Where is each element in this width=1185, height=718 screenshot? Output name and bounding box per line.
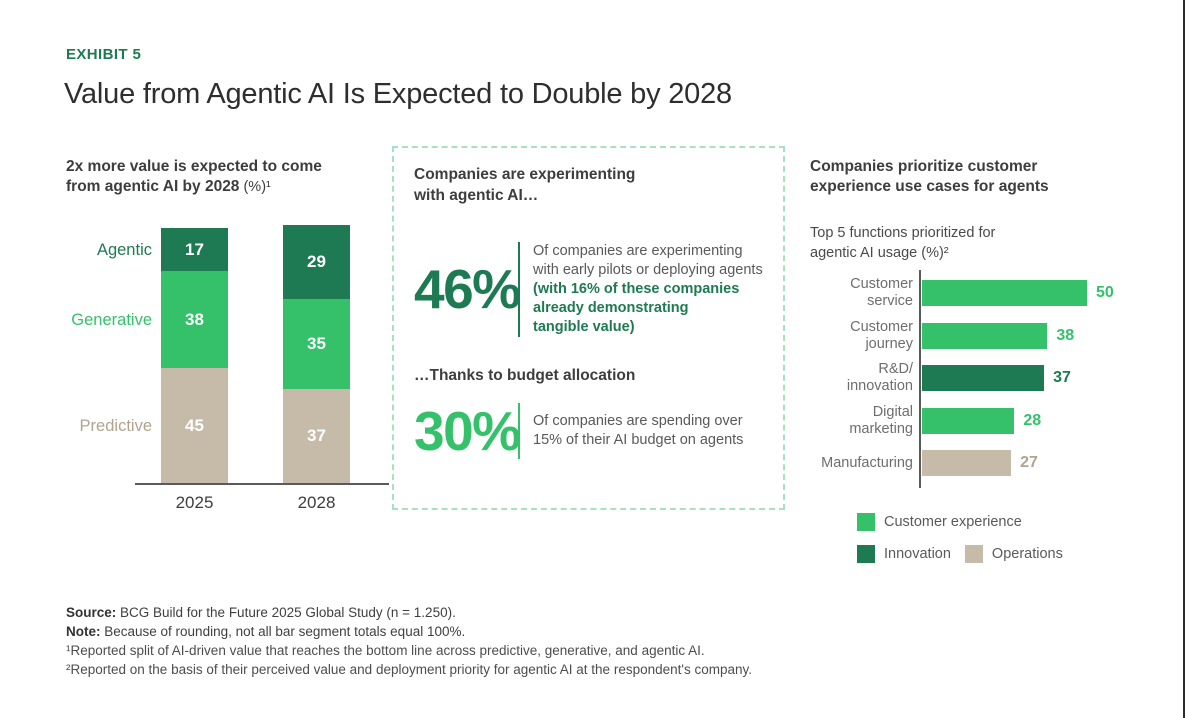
- source-label: Source:: [66, 605, 117, 620]
- legend-item-innovation: Innovation: [857, 545, 951, 563]
- bar-segment-agentic-2025: 17: [161, 228, 228, 272]
- legend-swatch-operations: [964, 545, 983, 563]
- page-title: Value from Agentic AI Is Expected to Dou…: [64, 78, 732, 110]
- source-text: BCG Build for the Future 2025 Global Stu…: [116, 605, 456, 620]
- series-label-generative: Generative: [71, 310, 152, 329]
- legend-row-2: Innovation Operations: [857, 545, 1063, 563]
- bar-value-label: 29: [307, 252, 326, 272]
- stats-title: Companies are experimenting with agentic…: [414, 166, 636, 204]
- y-axis-line: [919, 270, 921, 488]
- hbar-label-3: R&D/ innovation: [846, 361, 913, 394]
- stat-experimenting: 46% Of companies are experimenting with …: [414, 242, 775, 337]
- series-label-predictive: Predictive: [79, 416, 152, 435]
- stat-46-divider: [518, 242, 520, 337]
- stat-30-divider: [518, 403, 520, 459]
- stat-46-description: Of companies are experimenting with earl…: [533, 242, 763, 337]
- x-axis-line: [135, 483, 389, 485]
- hbar-chart-subtitle: Top 5 functions prioritized for agentic …: [810, 225, 996, 261]
- stacked-bar-chart: 17 38 45 2025 29 35 37 2028 Agentic Generative Pre…: [66, 157, 396, 517]
- page-right-border: [1183, 0, 1185, 718]
- footer-notes: Source: BCG Build for the Future 2025 Gl…: [66, 603, 1146, 679]
- bar-segment-generative-2025: 38: [161, 271, 228, 369]
- bar-segment-generative-2028: 35: [283, 299, 350, 389]
- stacked-chart-title: 2x more value is expected to come from a…: [66, 157, 396, 197]
- chart-legend: Customer experience Innovation Operation…: [857, 513, 1063, 577]
- hbar-bar-1: [922, 280, 1087, 306]
- hbar-label-5: Manufacturing: [821, 454, 913, 471]
- bar-segment-predictive-2025: 45: [161, 368, 228, 483]
- legend-item-operations: Operations: [964, 545, 1063, 563]
- stats-subtitle-budget: …Thanks to budget allocation: [414, 367, 636, 384]
- exhibit-label: EXHIBIT 5: [66, 46, 142, 63]
- note-label: Note:: [66, 624, 101, 639]
- legend-label-operations: Operations: [991, 546, 1063, 562]
- stat-46-value: 46%: [414, 258, 521, 320]
- hbar-label-2: Customer journey: [850, 318, 913, 352]
- bar-segment-agentic-2028: 29: [283, 225, 350, 300]
- hbar-bar-4: [922, 407, 1015, 434]
- hbar-value-4: 28: [1023, 411, 1042, 429]
- legend-swatch-innovation: [857, 545, 875, 563]
- footnote-2: ²Reported on the basis of their perceive…: [66, 662, 752, 677]
- bar-value-label: 37: [307, 425, 326, 445]
- stacked-bar-2028: 29 35 37: [283, 225, 350, 483]
- stat-46-description-green: (with 16% of these companies already dem…: [533, 281, 740, 335]
- stat-46-description-gray: Of companies are experimenting with earl…: [533, 243, 763, 278]
- stat-30-value: 30%: [414, 399, 521, 462]
- hbar-value-2: 38: [1056, 326, 1075, 344]
- hbar-chart-title: Companies prioritize customer experience…: [810, 158, 1049, 195]
- bar-value-label: 35: [307, 334, 326, 353]
- bar-value-label: 45: [185, 415, 204, 435]
- bar-segment-predictive-2028: 37: [283, 388, 350, 483]
- note-text: Because of rounding, not all bar segment…: [100, 624, 466, 639]
- stats-callout-box: Companies are experimenting with agentic…: [392, 146, 785, 510]
- x-axis-label-2028: 2028: [297, 493, 336, 512]
- legend-label-innovation: Innovation: [884, 546, 951, 562]
- hbar-value-5: 27: [1020, 454, 1038, 471]
- series-label-agentic: Agentic: [96, 240, 152, 259]
- x-axis-label-2025: 2025: [175, 493, 214, 512]
- hbar-panel: Companies prioritize customer experience…: [810, 157, 1160, 597]
- stat-30-description-gray: Of companies are spending over 15% of th…: [533, 413, 744, 448]
- stacked-bar-panel: 2x more value is expected to come from a…: [66, 157, 396, 557]
- stat-30-description: Of companies are spending over 15% of th…: [533, 412, 743, 450]
- hbar-bar-2: [922, 322, 1048, 349]
- hbar-bar-5: [922, 450, 1012, 476]
- legend-row-1: Customer experience: [857, 513, 1063, 531]
- hbar-chart: Customer service 50 Customer journey 38 R&D/…: [810, 270, 1160, 494]
- hbar-bar-3: [922, 365, 1045, 391]
- legend-item-customer-experience: Customer experience: [857, 513, 1022, 531]
- hbar-label-4: Digital marketing: [849, 403, 913, 437]
- legend-swatch-customer-experience: [857, 513, 875, 531]
- stacked-chart-title-text: 2x more value is expected to come from a…: [66, 158, 322, 195]
- hbar-value-3: 37: [1053, 369, 1071, 386]
- bar-value-label: 38: [185, 309, 204, 329]
- stat-budget: 30% Of companies are spending over 15% o…: [414, 403, 775, 459]
- legend-label-customer-experience: Customer experience: [884, 514, 1022, 530]
- bar-value-label: 17: [185, 239, 204, 259]
- footnote-1: ¹Reported split of AI-driven value that …: [66, 643, 705, 658]
- hbar-value-1: 50: [1096, 284, 1114, 301]
- source-line: Source: BCG Build for the Future 2025 Gl…: [66, 603, 1146, 622]
- hbar-label-1: Customer service: [850, 276, 913, 309]
- stacked-chart-title-footnote: (%)¹: [239, 179, 271, 195]
- note-line: Note: Because of rounding, not all bar s…: [66, 622, 1146, 641]
- stacked-bar-2025: 17 38 45: [161, 228, 228, 483]
